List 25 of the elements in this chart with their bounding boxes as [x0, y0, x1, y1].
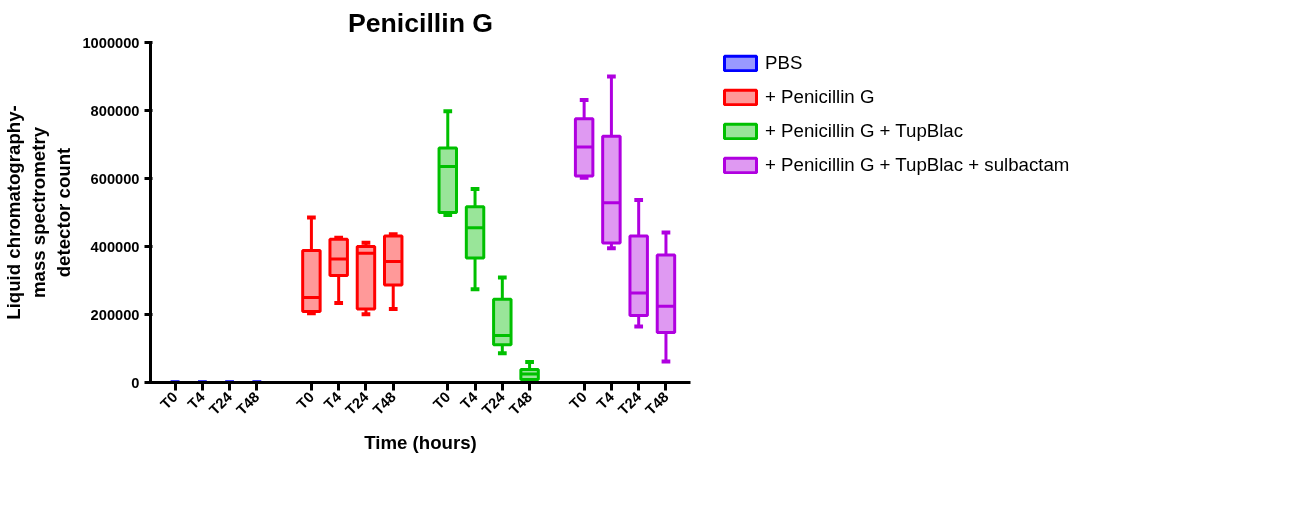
y-tick-label: 200000 [90, 306, 140, 323]
x-axis-title: Time (hours) [364, 431, 477, 453]
legend-label: + Penicillin G [765, 86, 875, 108]
y-tick-label: 800000 [90, 102, 140, 119]
y-tick-label: 600000 [90, 170, 140, 187]
y-tick-label: 0 [131, 374, 140, 391]
legend-label: + Penicillin G + TupBlac [765, 120, 964, 142]
x-tick-label: T4 [184, 388, 209, 413]
x-tick-label: T0 [293, 388, 318, 413]
legend-label: + Penicillin G + TupBlac + sulbactam [765, 154, 1070, 176]
x-tick-label: T0 [430, 388, 454, 413]
x-tick-label: T48 [233, 388, 263, 419]
x-tick-label: T4 [593, 388, 618, 413]
legend-label: PBS [765, 52, 803, 74]
y-axis-title: Liquid chromatography-mass spectrometry detector count [3, 105, 75, 320]
y-tick-label: 400000 [90, 238, 140, 255]
chart-title: Penicillin G [347, 7, 494, 38]
x-tick-label: T48 [506, 388, 536, 419]
x-tick-label: T24 [615, 388, 645, 419]
x-tick-label: T48 [642, 388, 672, 419]
x-tick-label: T4 [320, 388, 345, 413]
x-tick-label: T0 [566, 388, 590, 413]
x-tick-label: T0 [157, 388, 181, 413]
y-tick-label: 1000000 [82, 34, 140, 51]
x-tick-label: T24 [206, 388, 236, 419]
